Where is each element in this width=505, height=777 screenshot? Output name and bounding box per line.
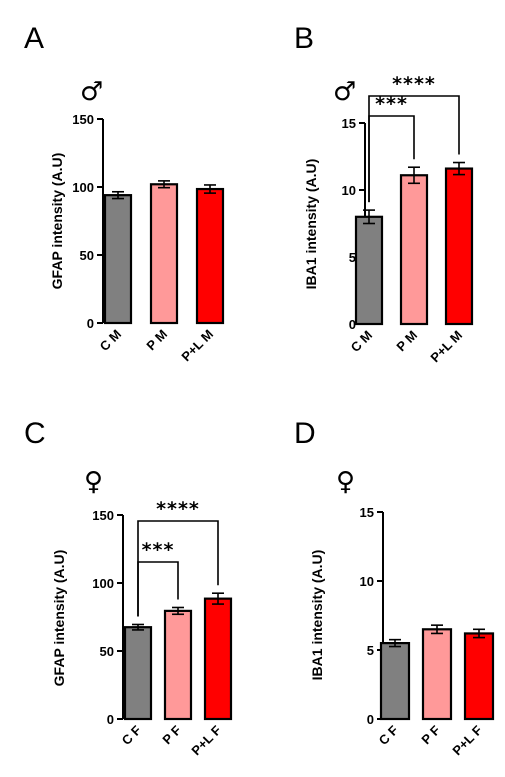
y-tick-label: 100 [72, 180, 94, 195]
y-axis-title: GFAP intensity (A.U) [51, 550, 67, 687]
y-tick-label: 150 [72, 112, 94, 127]
y-tick-label: 15 [360, 505, 374, 520]
y-tick-label: 50 [100, 644, 114, 659]
panel-letter: C [24, 417, 46, 450]
bar [123, 626, 153, 721]
bar [354, 215, 384, 326]
panel-a: A ♂ GFAP intensity (A.U) 0 50 100 150 C M P M… [24, 22, 225, 365]
category-label: P+L M [178, 327, 216, 365]
bar [421, 628, 453, 721]
significance-label: **** [156, 498, 200, 520]
category-label: C M [97, 327, 124, 354]
female-symbol-icon: ♀ [84, 467, 103, 497]
bar [163, 609, 193, 721]
y-tick-label: 15 [342, 116, 356, 131]
y-tick-label: 0 [349, 317, 356, 332]
category-label: C F [376, 722, 401, 747]
y-tick-label: 50 [80, 248, 94, 263]
panel-c: C ♀ GFAP intensity (A.U) 0 50 100 150 C F P F… [24, 417, 233, 758]
category-label: P+L F [188, 722, 224, 758]
female-symbol-icon: ♀ [336, 467, 355, 497]
y-tick-label: 100 [92, 576, 114, 591]
significance-label: **** [392, 73, 436, 95]
y-tick-label: 10 [342, 183, 356, 198]
panel-letter: D [294, 417, 316, 450]
y-tick-label: 150 [92, 508, 114, 523]
y-tick-label: 10 [360, 574, 374, 589]
y-tick-label: 0 [87, 316, 94, 331]
category-label: P F [159, 722, 184, 747]
bar [379, 641, 411, 721]
bar [463, 632, 495, 721]
bar [399, 174, 429, 326]
category-label: P M [393, 328, 420, 355]
y-axis-title: IBA1 intensity (A.U) [309, 550, 325, 681]
panel-d: D ♀ IBA1 intensity (A.U) 0 5 10 15 C F P F P+L… [294, 417, 495, 758]
bar [149, 183, 179, 325]
category-label: P+L M [427, 328, 465, 366]
y-tick-label: 0 [107, 712, 114, 727]
male-symbol-icon: ♂ [80, 77, 103, 107]
y-tick-label: 5 [349, 250, 356, 265]
male-symbol-icon: ♂ [333, 77, 356, 107]
significance-bracket [368, 95, 460, 203]
significance-bracket [137, 520, 219, 617]
bar [103, 194, 133, 325]
bar [444, 167, 474, 326]
significance-bracket [137, 561, 179, 617]
y-tick-label: 0 [367, 712, 374, 727]
bar [203, 597, 233, 721]
y-axis-title: IBA1 intensity (A.U) [303, 159, 319, 290]
category-label: P+L F [449, 722, 485, 758]
category-label: C F [119, 722, 144, 747]
significance-label: *** [375, 93, 408, 115]
category-label: P M [143, 327, 170, 354]
significance-label: *** [142, 539, 175, 561]
panel-letter: B [294, 22, 314, 55]
category-label: P F [418, 722, 443, 747]
y-axis-title: GFAP intensity (A.U) [49, 153, 65, 290]
y-tick-label: 5 [367, 643, 374, 658]
bar [195, 187, 225, 325]
panel-letter: A [24, 22, 44, 55]
